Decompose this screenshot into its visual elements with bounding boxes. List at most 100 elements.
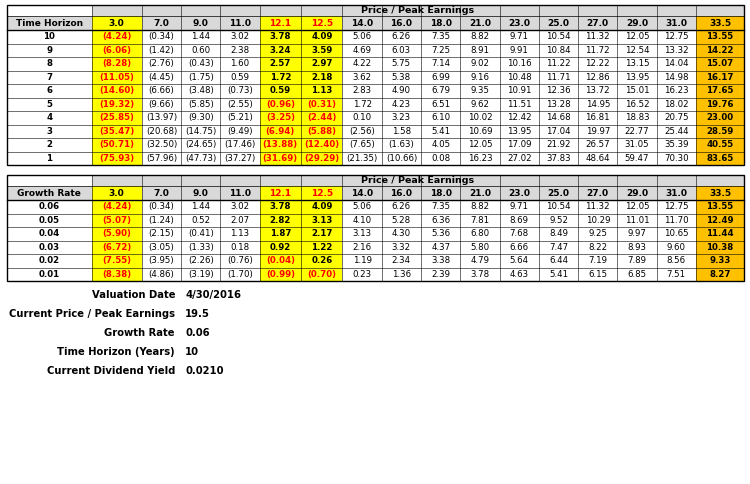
Text: 16.52: 16.52 [625, 100, 650, 109]
Text: (1.63): (1.63) [388, 140, 414, 149]
Bar [92, 124, 142, 138]
Bar [539, 71, 578, 84]
Text: 6: 6 [46, 86, 53, 95]
Bar [92, 175, 744, 186]
Text: 2.57: 2.57 [269, 59, 291, 68]
Text: 9.0: 9.0 [193, 188, 208, 197]
Bar [7, 30, 92, 44]
Bar [460, 227, 500, 241]
Bar [421, 151, 460, 165]
Bar [7, 151, 92, 165]
Bar [92, 200, 142, 213]
Bar [220, 151, 260, 165]
Bar [7, 175, 744, 281]
Bar [382, 138, 421, 151]
Text: 6.36: 6.36 [431, 216, 450, 225]
Text: 7.0: 7.0 [154, 188, 170, 197]
Text: 11.70: 11.70 [664, 216, 688, 225]
Text: 13.72: 13.72 [586, 86, 610, 95]
Text: 35.39: 35.39 [664, 140, 688, 149]
Bar [382, 227, 421, 241]
Bar [696, 213, 744, 227]
Text: 2.34: 2.34 [392, 256, 411, 265]
Text: 14.95: 14.95 [586, 100, 610, 109]
Text: (20.68): (20.68) [146, 127, 177, 136]
Bar [460, 71, 500, 84]
Text: 2.39: 2.39 [431, 270, 450, 279]
Text: 11.72: 11.72 [586, 46, 610, 55]
Bar [421, 71, 460, 84]
Text: 16.0: 16.0 [391, 188, 412, 197]
Bar [539, 227, 578, 241]
Text: 7.81: 7.81 [470, 216, 490, 225]
Bar [343, 84, 382, 97]
Bar [578, 44, 617, 57]
Bar [343, 57, 382, 71]
Bar [220, 138, 260, 151]
Text: 10: 10 [44, 32, 55, 41]
Text: (10.66): (10.66) [386, 154, 417, 163]
Text: 8.91: 8.91 [470, 46, 490, 55]
Bar [421, 186, 460, 200]
Bar [7, 124, 92, 138]
Text: (0.43): (0.43) [188, 59, 214, 68]
Text: 10.54: 10.54 [546, 202, 571, 211]
Text: 4.09: 4.09 [311, 202, 332, 211]
Bar [500, 138, 539, 151]
Text: 0.23: 0.23 [352, 270, 372, 279]
Bar [657, 97, 696, 111]
Bar [382, 71, 421, 84]
Bar [460, 200, 500, 213]
Bar [301, 186, 343, 200]
Text: 2.82: 2.82 [269, 216, 291, 225]
Text: 10.16: 10.16 [507, 59, 532, 68]
Text: (3.48): (3.48) [188, 86, 214, 95]
Bar [181, 186, 220, 200]
Bar [421, 227, 460, 241]
Text: 6.85: 6.85 [628, 270, 646, 279]
Bar [539, 213, 578, 227]
Text: 9.71: 9.71 [510, 202, 529, 211]
Text: 1.44: 1.44 [191, 202, 210, 211]
Text: 15.01: 15.01 [625, 86, 650, 95]
Bar [343, 71, 382, 84]
Bar [421, 97, 460, 111]
Text: 14.04: 14.04 [664, 59, 688, 68]
Text: (24.65): (24.65) [185, 140, 216, 149]
Bar [382, 268, 421, 281]
Text: 16.17: 16.17 [706, 73, 734, 82]
Text: 2: 2 [46, 140, 53, 149]
Text: 4.10: 4.10 [352, 216, 372, 225]
Bar [617, 124, 657, 138]
Text: 2.17: 2.17 [311, 229, 332, 238]
Text: (5.85): (5.85) [188, 100, 214, 109]
Text: Price / Peak Earnings: Price / Peak Earnings [362, 176, 474, 185]
Bar [696, 186, 744, 200]
Bar [220, 254, 260, 268]
Text: (1.33): (1.33) [188, 243, 214, 252]
Text: Time Horizon: Time Horizon [16, 18, 82, 28]
Bar [657, 30, 696, 44]
Bar [617, 57, 657, 71]
Bar [578, 213, 617, 227]
Bar [617, 30, 657, 44]
Bar [696, 84, 744, 97]
Text: 6.10: 6.10 [431, 113, 450, 122]
Bar [301, 30, 343, 44]
Bar [7, 71, 92, 84]
Text: (13.97): (13.97) [146, 113, 177, 122]
Bar [500, 111, 539, 124]
Text: 15.07: 15.07 [706, 59, 734, 68]
Bar [657, 268, 696, 281]
Bar [500, 124, 539, 138]
Bar [539, 200, 578, 213]
Bar [382, 16, 421, 30]
Bar [142, 84, 181, 97]
Bar [142, 124, 181, 138]
Text: 0.0210: 0.0210 [185, 366, 224, 376]
Text: (2.55): (2.55) [227, 100, 253, 109]
Bar [7, 97, 92, 111]
Text: 1.72: 1.72 [269, 73, 291, 82]
Text: 4.90: 4.90 [392, 86, 411, 95]
Text: (29.29): (29.29) [304, 154, 339, 163]
